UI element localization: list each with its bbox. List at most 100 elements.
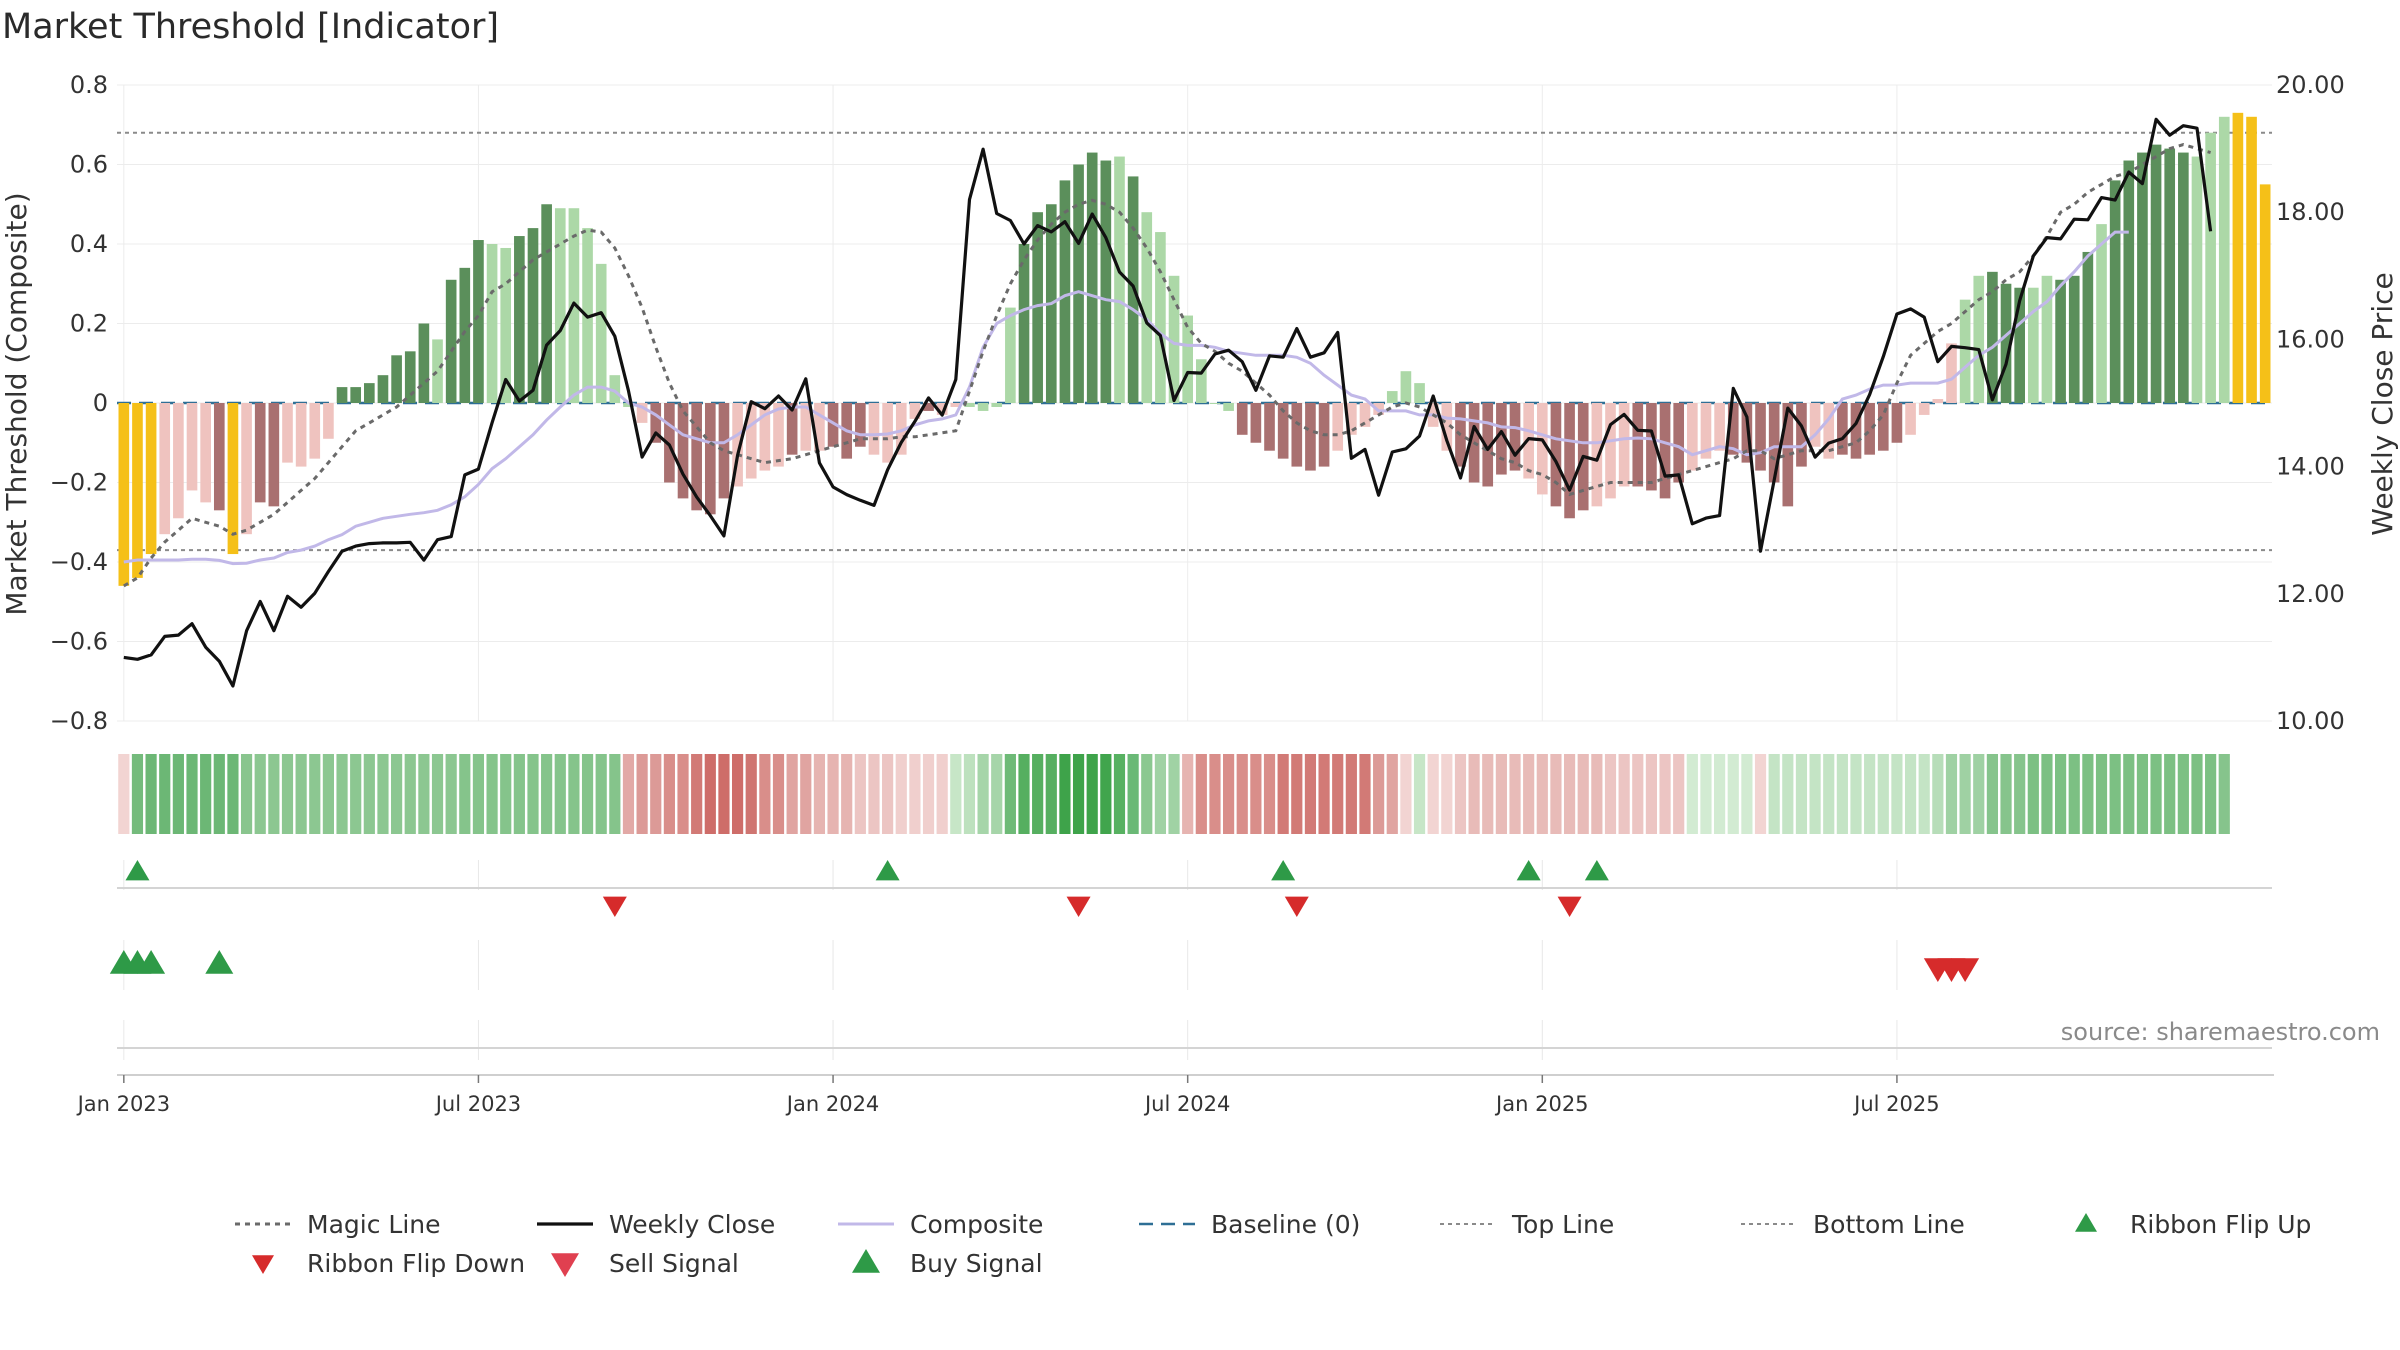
composite-bar [527,228,539,403]
legend-label: Weekly Close [609,1210,775,1239]
ribbon-cell [1209,754,1221,834]
composite-bar [1973,275,1985,403]
composite-bar [2150,144,2162,403]
ribbon-cell [1754,754,1767,834]
composite-bar [773,403,784,467]
ribbon-cell [1836,754,1848,834]
ribbon-cell [1263,754,1276,834]
ribbon-cell [295,754,307,834]
composite-bar [2246,116,2257,404]
composite-bar [827,403,839,447]
composite-bar [2137,152,2148,403]
composite-bar [1564,403,1575,519]
composite-bar [1182,315,1193,403]
buy-signal-icon [137,950,166,974]
x-tick-label: Jul 2025 [1852,1092,1939,1116]
composite-bar [213,403,225,511]
ribbon-cell [1386,754,1398,834]
ribbon-cell [1591,754,1603,834]
composite-bar [1386,391,1398,403]
ribbon-cell [254,754,266,834]
composite-bar [718,403,730,499]
composite-bar [1209,403,1221,404]
ribbon-cell [445,754,457,834]
composite-bar [1850,403,1862,459]
trend-ribbon [118,754,2230,834]
composite-bar [1741,403,1753,463]
ribbon-cell [459,754,471,834]
ribbon-cell [1659,754,1671,834]
legend-item: Bottom Line [1741,1210,1965,1239]
composite-bar [786,403,798,455]
composite-bar [1223,403,1234,411]
ribbon-cell [527,754,539,834]
ribbon-flip-down-icon [1284,896,1309,917]
composite-bar [554,208,566,403]
composite-bar [1032,212,1043,403]
ribbon-cell [431,754,444,834]
ribbon-cell [1059,754,1071,834]
ribbon-cell [1277,754,1289,834]
ribbon-cell [1236,754,1248,834]
triangle-up-icon [2075,1213,2097,1232]
composite-bar [2027,287,2039,403]
ribbon-cell [404,754,416,834]
ribbon-cell [1304,754,1317,834]
ribbon-cell [1714,754,1726,834]
ribbon-cell [813,754,826,834]
composite-bar [1536,403,1548,495]
ribbon-cell [227,754,239,834]
ribbon-cell [1495,754,1507,834]
ribbon-cell [1932,754,1944,834]
ribbon-cell [691,754,703,834]
composite-bar [1891,403,1903,443]
y-tick-label: −0.6 [50,628,108,656]
ribbon-cell [1154,754,1166,834]
signal-panels [109,860,2272,1049]
composite-bar [609,375,621,403]
composite-bar [2232,112,2244,403]
ribbon-cell [1727,754,1739,834]
ribbon-cell [363,754,375,834]
composite-bar [1305,403,1316,471]
composite-bar [350,387,362,403]
ribbon-flip-up-icon [1271,860,1296,881]
sell-signal-icon [1951,958,1980,982]
legend-label: Ribbon Flip Up [2130,1210,2311,1239]
ribbon-cell [1741,754,1753,834]
legend-item: Magic Line [235,1210,441,1239]
ribbon-cell [909,754,921,834]
x-tick-label: Jan 2023 [76,1092,171,1116]
ribbon-cell [2014,754,2026,834]
composite-bar [118,403,130,586]
composite-bar [895,403,907,455]
composite-bar [1005,307,1016,403]
y2-tick-label: 18.00 [2276,198,2345,226]
ribbon-cell [1482,754,1494,834]
composite-bar [1400,371,1412,403]
ribbon-cell [1523,754,1535,834]
ribbon-cell [1945,754,1958,834]
legend: Magic Line Weekly Close Composite Baseline … [235,1210,2311,1278]
ribbon-cell [1877,754,1889,834]
chart-title: Market Threshold [Indicator] [2,7,499,47]
composite-bar [404,351,416,403]
ribbon-cell [1891,754,1903,834]
ribbon-cell [1468,754,1480,834]
ribbon-cell [350,754,362,834]
composite-bar [1141,212,1153,403]
legend-label: Top Line [1511,1210,1614,1239]
composite-bar [364,383,375,403]
composite-bar [677,403,689,499]
ribbon-cell [800,754,812,834]
ribbon-cell [2191,754,2203,834]
legend-item: Baseline (0) [1139,1210,1360,1239]
composite-bar [732,403,743,487]
ribbon-cell [2041,754,2053,834]
ribbon-cell [1250,754,1262,834]
ribbon-cell [391,754,403,834]
ribbon-cell [186,754,198,834]
composite-bar [2000,283,2012,403]
ribbon-cell [2218,754,2230,834]
ribbon-cell [882,754,894,834]
